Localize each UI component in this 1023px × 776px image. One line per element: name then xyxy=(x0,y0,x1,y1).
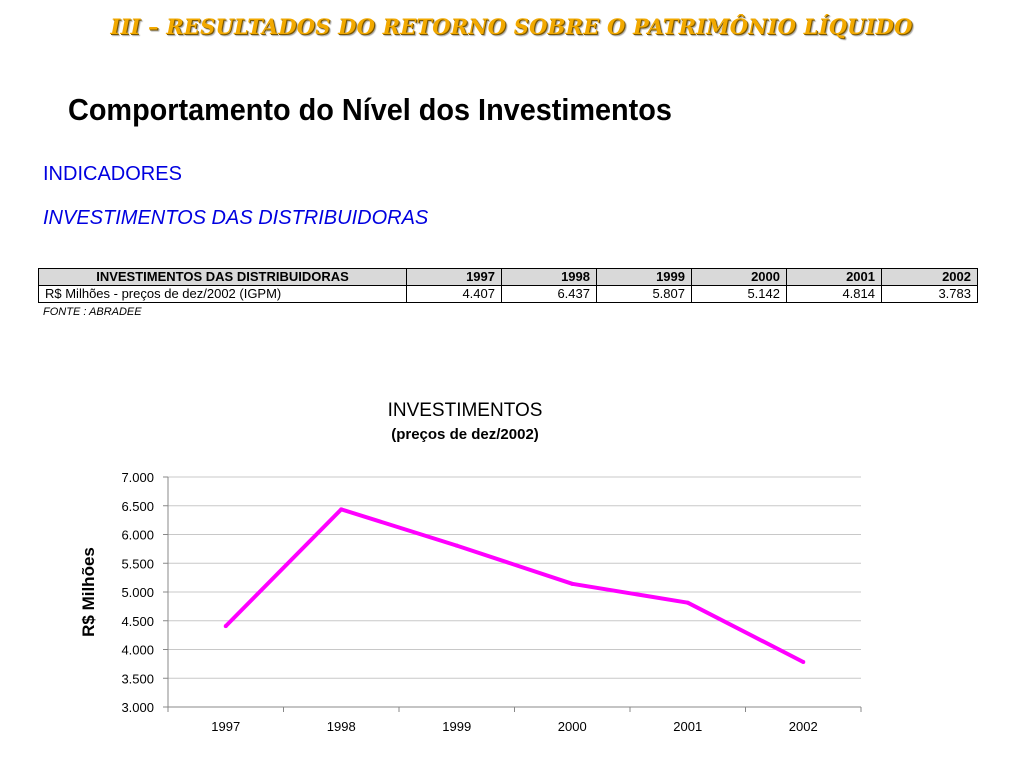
chart-subtitle: (preços de dez/2002) xyxy=(391,426,539,443)
x-tick-label: 1999 xyxy=(442,719,471,734)
x-tick-label: 2001 xyxy=(673,719,702,734)
table-cell: 4.407 xyxy=(406,285,502,303)
y-tick-label: 3.000 xyxy=(121,700,154,715)
x-tick-label: 2002 xyxy=(789,719,818,734)
y-axis-label: R$ Milhões xyxy=(79,547,98,637)
table-header-row: INVESTIMENTOS DAS DISTRIBUIDORAS 1997 19… xyxy=(38,268,978,286)
table-header-cell: INVESTIMENTOS DAS DISTRIBUIDORAS xyxy=(38,268,407,286)
table-cell: R$ Milhões - preços de dez/2002 (IGPM) xyxy=(38,285,407,303)
x-tick-label: 2000 xyxy=(558,719,587,734)
source-note: FONTE : ABRADEE xyxy=(43,306,142,318)
y-tick-label: 3.500 xyxy=(121,671,154,686)
y-tick-label: 7.000 xyxy=(121,470,154,485)
table-cell: 5.807 xyxy=(596,285,692,303)
table-header-cell: 1998 xyxy=(501,268,597,286)
table-row: R$ Milhões - preços de dez/2002 (IGPM) 4… xyxy=(38,285,978,303)
table-header-cell: 2002 xyxy=(881,268,978,286)
y-tick-label: 5.000 xyxy=(121,585,154,600)
table-cell: 3.783 xyxy=(881,285,978,303)
indicators-heading: INDICADORES xyxy=(43,163,182,185)
y-tick-label: 4.500 xyxy=(121,614,154,629)
data-point xyxy=(339,507,344,512)
table-header-cell: 1997 xyxy=(406,268,502,286)
series-line xyxy=(224,507,805,664)
table-header-cell: 2001 xyxy=(786,268,882,286)
page-title: Comportamento do Nível dos Investimentos xyxy=(68,92,672,127)
table-header-cell: 2000 xyxy=(691,268,787,286)
data-point xyxy=(570,581,575,586)
y-tick-label: 6.500 xyxy=(121,499,154,514)
data-point xyxy=(223,624,228,629)
y-tick-label: 4.000 xyxy=(121,643,154,658)
table-cell: 4.814 xyxy=(786,285,882,303)
y-tick-label: 6.000 xyxy=(121,528,154,543)
section-title: III – RESULTADOS DO RETORNO SOBRE O PATR… xyxy=(110,14,913,39)
table-cell: 5.142 xyxy=(691,285,787,303)
x-tick-label: 1997 xyxy=(211,719,240,734)
table-header-cell: 1999 xyxy=(596,268,692,286)
x-tick-label: 1998 xyxy=(327,719,356,734)
data-point xyxy=(801,659,806,664)
table-cell: 6.437 xyxy=(501,285,597,303)
investments-table: INVESTIMENTOS DAS DISTRIBUIDORAS 1997 19… xyxy=(38,268,978,303)
data-point xyxy=(685,600,690,605)
chart-title: INVESTIMENTOS xyxy=(388,400,543,421)
data-point xyxy=(454,543,459,548)
investments-line-chart: INVESTIMENTOS (preços de dez/2002) R$ Mi… xyxy=(79,400,862,734)
y-tick-label: 5.500 xyxy=(121,556,154,571)
indicators-subheading: INVESTIMENTOS DAS DISTRIBUIDORAS xyxy=(43,207,429,229)
